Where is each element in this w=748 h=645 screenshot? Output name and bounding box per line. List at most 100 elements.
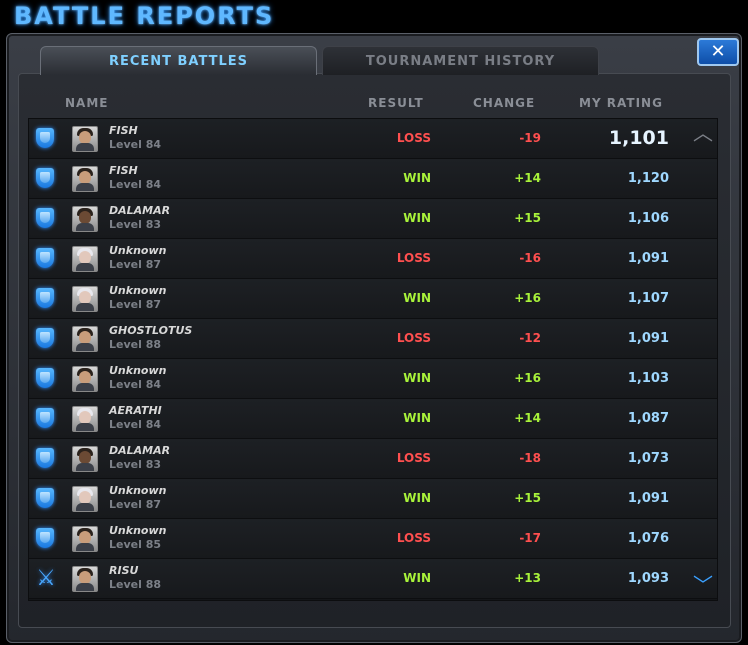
battle-row[interactable]: Unknown Level 85 LOSS -17 1,076 bbox=[29, 519, 717, 559]
scroll-up-icon[interactable]: ︿ bbox=[693, 121, 713, 145]
tab-tournament-history[interactable]: TOURNAMENT HISTORY bbox=[322, 46, 599, 75]
avatar bbox=[72, 366, 98, 392]
opponent-level: Level 87 bbox=[109, 498, 162, 511]
shield-icon bbox=[36, 248, 54, 268]
column-header-name: NAME bbox=[65, 96, 109, 110]
opponent-name: RISU bbox=[109, 564, 139, 577]
opponent-level: Level 83 bbox=[109, 458, 162, 471]
my-rating: 1,073 bbox=[627, 451, 669, 466]
my-rating: 1,091 bbox=[627, 331, 669, 346]
result-label: WIN bbox=[403, 211, 431, 225]
my-rating: 1,101 bbox=[608, 127, 669, 149]
result-label: LOSS bbox=[396, 131, 431, 145]
my-rating: 1,076 bbox=[627, 531, 669, 546]
opponent-level: Level 87 bbox=[109, 298, 162, 311]
battle-row[interactable]: DALAMAR Level 83 WIN +15 1,106 bbox=[29, 199, 717, 239]
opponent-level: Level 84 bbox=[109, 138, 162, 151]
rating-change: +14 bbox=[514, 411, 541, 425]
avatar bbox=[72, 566, 98, 592]
avatar bbox=[72, 406, 98, 432]
battle-row[interactable]: FISH Level 84 WIN +14 1,120 bbox=[29, 159, 717, 199]
result-label: LOSS bbox=[396, 451, 431, 465]
opponent-name: GHOSTLOTUS bbox=[109, 324, 193, 337]
battle-row[interactable]: Unknown Level 87 LOSS -16 1,091 bbox=[29, 239, 717, 279]
avatar bbox=[72, 526, 98, 552]
shield-icon bbox=[36, 168, 54, 188]
column-header-rating: MY RATING bbox=[579, 96, 663, 110]
close-button[interactable]: ✕ bbox=[697, 38, 739, 66]
opponent-level: Level 87 bbox=[109, 258, 162, 271]
avatar bbox=[72, 126, 98, 152]
battle-row[interactable]: AERATHI Level 84 WIN +14 1,087 bbox=[29, 399, 717, 439]
opponent-name: Unknown bbox=[109, 484, 167, 497]
opponent-level: Level 88 bbox=[109, 338, 162, 351]
rating-change: -12 bbox=[519, 331, 541, 345]
avatar bbox=[72, 446, 98, 472]
shield-icon bbox=[36, 288, 54, 308]
avatar bbox=[72, 326, 98, 352]
window-title: BATTLE REPORTS bbox=[14, 2, 275, 30]
opponent-name: FISH bbox=[109, 124, 138, 137]
shield-icon bbox=[36, 128, 54, 148]
my-rating: 1,103 bbox=[627, 371, 669, 386]
avatar bbox=[72, 486, 98, 512]
rating-change: -18 bbox=[519, 451, 541, 465]
battle-list[interactable]: FISH Level 84 LOSS -19 1,101 FISH Level 84 WIN +… bbox=[28, 118, 718, 601]
my-rating: 1,120 bbox=[627, 171, 669, 186]
opponent-name: Unknown bbox=[109, 524, 167, 537]
my-rating: 1,091 bbox=[627, 251, 669, 266]
battle-row[interactable]: Unknown Level 84 WIN +16 1,103 bbox=[29, 359, 717, 399]
result-label: WIN bbox=[403, 411, 431, 425]
opponent-name: Unknown bbox=[109, 364, 167, 377]
rating-change: -16 bbox=[519, 251, 541, 265]
opponent-name: AERATHI bbox=[109, 404, 162, 417]
rating-change: +15 bbox=[514, 211, 541, 225]
opponent-name: FISH bbox=[109, 164, 138, 177]
shield-icon bbox=[36, 408, 54, 428]
rating-change: +15 bbox=[514, 491, 541, 505]
column-header-result: RESULT bbox=[368, 96, 424, 110]
battle-row[interactable]: FISH Level 84 LOSS -19 1,101 bbox=[29, 119, 717, 159]
avatar bbox=[72, 246, 98, 272]
opponent-level: Level 84 bbox=[109, 378, 162, 391]
battle-row[interactable]: GHOSTLOTUS Level 88 LOSS -12 1,091 bbox=[29, 319, 717, 359]
rating-change: +14 bbox=[514, 171, 541, 185]
opponent-level: Level 85 bbox=[109, 538, 162, 551]
shield-icon bbox=[36, 208, 54, 228]
opponent-name: DALAMAR bbox=[109, 204, 171, 217]
my-rating: 1,107 bbox=[627, 291, 669, 306]
crossed-swords-icon: ⚔ bbox=[36, 566, 56, 591]
opponent-level: Level 83 bbox=[109, 218, 162, 231]
rating-change: -19 bbox=[519, 131, 541, 145]
battle-row[interactable]: ⚔ RISU Level 88 WIN +13 1,093 bbox=[29, 559, 717, 599]
battle-row[interactable]: Unknown Level 87 WIN +15 1,091 bbox=[29, 479, 717, 519]
scroll-down-icon[interactable]: ﹀ bbox=[693, 573, 713, 597]
my-rating: 1,093 bbox=[627, 571, 669, 586]
avatar bbox=[72, 286, 98, 312]
result-label: WIN bbox=[403, 491, 431, 505]
avatar bbox=[72, 166, 98, 192]
tab-recent-battles[interactable]: RECENT BATTLES bbox=[40, 46, 317, 75]
shield-icon bbox=[36, 488, 54, 508]
avatar bbox=[72, 206, 98, 232]
my-rating: 1,091 bbox=[627, 491, 669, 506]
opponent-level: Level 84 bbox=[109, 418, 162, 431]
my-rating: 1,106 bbox=[627, 211, 669, 226]
battle-row[interactable]: DALAMAR Level 83 LOSS -18 1,073 bbox=[29, 439, 717, 479]
result-label: WIN bbox=[403, 571, 431, 585]
opponent-level: Level 88 bbox=[109, 578, 162, 591]
result-label: WIN bbox=[403, 371, 431, 385]
opponent-level: Level 84 bbox=[109, 178, 162, 191]
shield-icon bbox=[36, 368, 54, 388]
result-label: WIN bbox=[403, 291, 431, 305]
battle-row[interactable]: Unknown Level 87 WIN +16 1,107 bbox=[29, 279, 717, 319]
result-label: LOSS bbox=[396, 251, 431, 265]
shield-icon bbox=[36, 328, 54, 348]
shield-icon bbox=[36, 528, 54, 548]
rating-change: +16 bbox=[514, 371, 541, 385]
shield-icon bbox=[36, 448, 54, 468]
opponent-name: Unknown bbox=[109, 284, 167, 297]
opponent-name: DALAMAR bbox=[109, 444, 171, 457]
opponent-name: Unknown bbox=[109, 244, 167, 257]
result-label: WIN bbox=[403, 171, 431, 185]
